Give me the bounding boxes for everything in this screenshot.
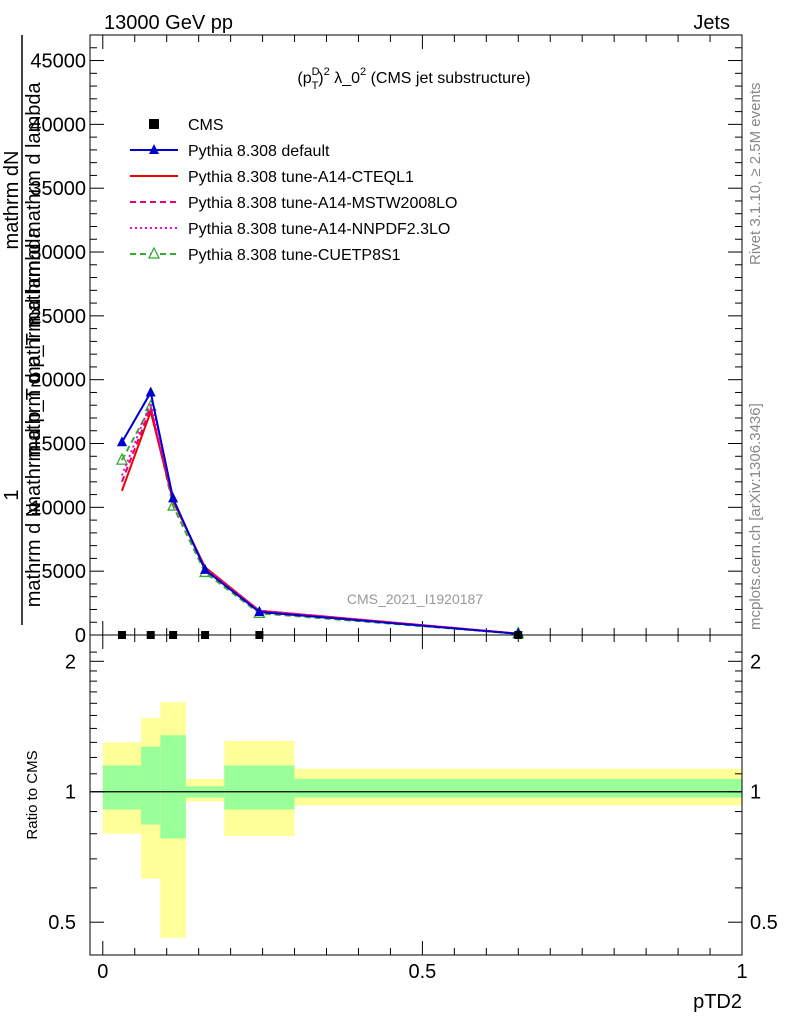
y-tick-label: 0 <box>75 625 86 647</box>
ratio-tick-label: 2 <box>65 651 76 673</box>
legend-entry: Pythia 8.308 tune-CUETP8S1 <box>130 246 401 264</box>
main-axes-group: 0 5000 10000 15000 20000 25000 30000 35000 40000… <box>30 34 743 647</box>
y-tick-label: 25000 <box>30 306 86 328</box>
series-line-4 <box>121 403 519 635</box>
y-tick-label: 35000 <box>30 178 86 200</box>
legend-entry: Pythia 8.308 tune-A14-NNPDF2.3LO <box>130 221 450 238</box>
ylabel-one: 1 <box>1 489 23 500</box>
legend-label: Pythia 8.308 default <box>188 143 330 160</box>
x-axis-label: pTD2 <box>693 991 742 1013</box>
legend: CMS Pythia 8.308 default Pythia 8.308 tune… <box>130 117 457 264</box>
y-tick-label: 45000 <box>30 51 86 73</box>
ylabel-dN-top: mathrm dN <box>1 151 23 250</box>
series-point-default <box>116 436 127 447</box>
ratio-inner-band <box>294 779 742 798</box>
legend-label: Pythia 8.308 tune-A14-MSTW2008LO <box>188 195 457 212</box>
legend-entry: Pythia 8.308 default <box>130 143 330 160</box>
legend-marker-open-triangle <box>147 246 161 259</box>
legend-label: Pythia 8.308 tune-A14-CTEQL1 <box>188 169 414 186</box>
y-tick-label: 10000 <box>30 497 86 519</box>
series-point-default <box>168 492 179 503</box>
y-tick-label: 15000 <box>30 434 86 456</box>
y-axis-label: 1 mathrm d N mathrm dN mathrm d p_T math… <box>1 35 45 625</box>
x-tick-label: 1 <box>736 961 747 983</box>
legend-label: Pythia 8.308 tune-CUETP8S1 <box>188 247 401 264</box>
series-point-default <box>254 606 265 617</box>
process-label: Jets <box>693 12 730 34</box>
ratio-frame <box>89 634 743 956</box>
series-point-cuetp8s1 <box>115 452 129 465</box>
y-tick-label: 40000 <box>30 114 86 136</box>
ratio-inner-band <box>224 765 295 810</box>
legend-entry: CMS <box>149 117 224 134</box>
ratio-panel: 0.5 0.5 1 1 2 2 0 0.5 1 Ratio to CMS <box>24 634 778 983</box>
ratio-ylabel: Ratio to CMS <box>24 750 41 839</box>
ratio-axes-group: 0.5 0.5 1 1 2 2 0 0.5 1 <box>48 635 778 983</box>
source-label: mcplots.cern.ch [arXiv:1306.3436] <box>747 403 764 630</box>
ratio-inner-band <box>160 735 186 839</box>
ylabel-dn: mathrm d N <box>23 503 45 607</box>
ratio-tick-label-right: 2 <box>750 651 761 673</box>
legend-marker-triangle <box>149 144 159 154</box>
series-point-default <box>145 386 156 397</box>
ylabel-dp-top: mathrm d p_T mathrm d mathrm d lambda <box>23 81 45 457</box>
energy-label: 13000 GeV pp <box>104 12 233 34</box>
plot-title: (pD T)2 λ_02 (CMS jet substructure) <box>297 66 530 92</box>
y-tick-label: 30000 <box>30 242 86 264</box>
legend-label: Pythia 8.308 tune-A14-NNPDF2.3LO <box>188 221 450 238</box>
rivet-label: Rivet 3.1.10, ≥ 2.5M events <box>747 83 764 266</box>
ratio-tick-label-right: 0.5 <box>750 912 778 934</box>
main-series-group <box>115 386 525 639</box>
y-tick-label: 20000 <box>30 370 86 392</box>
ratio-tick-label-right: 1 <box>750 782 761 804</box>
legend-entry: Pythia 8.308 tune-A14-CTEQL1 <box>130 169 414 186</box>
legend-entry: Pythia 8.308 tune-A14-MSTW2008LO <box>130 195 457 212</box>
analysis-watermark: CMS_2021_I1920187 <box>347 591 483 607</box>
x-tick-label: 0 <box>97 961 108 983</box>
y-tick-label: 5000 <box>42 561 87 583</box>
legend-marker-square <box>149 119 159 129</box>
x-tick-label: 0.5 <box>408 961 436 983</box>
watermark-group: CMS_2021_I1920187 <box>347 591 483 607</box>
ratio-tick-label: 0.5 <box>48 912 76 934</box>
ratio-bands-group <box>90 702 742 938</box>
series-point-default <box>200 563 211 574</box>
ratio-inner-band <box>141 746 161 825</box>
main-panel: CMS_2021_I1920187 0 5000 10000 15000 20000 25… <box>30 34 743 647</box>
ylabel-dp-bottom: mathrm d p_T mathrm d lambda <box>23 226 45 512</box>
ratio-tick-label: 1 <box>65 782 76 804</box>
legend-label: CMS <box>188 117 224 134</box>
series-line-0 <box>121 389 519 635</box>
ratio-inner-band <box>102 765 142 810</box>
